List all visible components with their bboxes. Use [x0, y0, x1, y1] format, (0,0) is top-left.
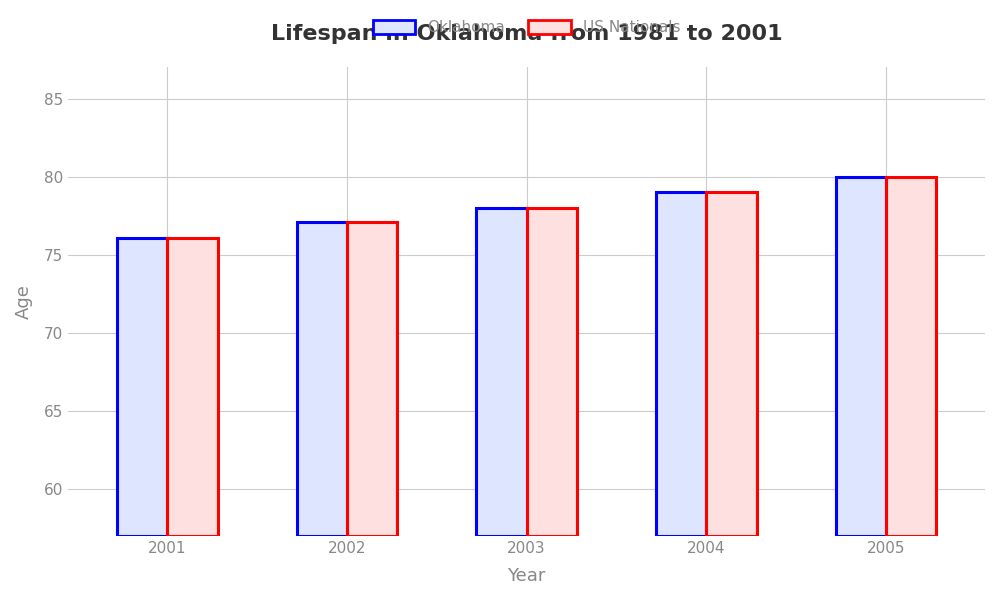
Legend: Oklahoma, US Nationals: Oklahoma, US Nationals [366, 14, 687, 41]
Bar [297, 222, 347, 536]
Bar [347, 222, 397, 536]
X-axis label: Year: Year [507, 567, 546, 585]
Bar [836, 177, 886, 536]
Bar [886, 177, 936, 536]
Y-axis label: Age: Age [15, 284, 33, 319]
Title: Lifespan in Oklahoma from 1981 to 2001: Lifespan in Oklahoma from 1981 to 2001 [271, 23, 782, 44]
Bar [706, 193, 757, 536]
Bar [167, 238, 218, 536]
Bar [656, 193, 706, 536]
Bar [527, 208, 577, 536]
Bar [476, 208, 527, 536]
Bar [117, 238, 167, 536]
